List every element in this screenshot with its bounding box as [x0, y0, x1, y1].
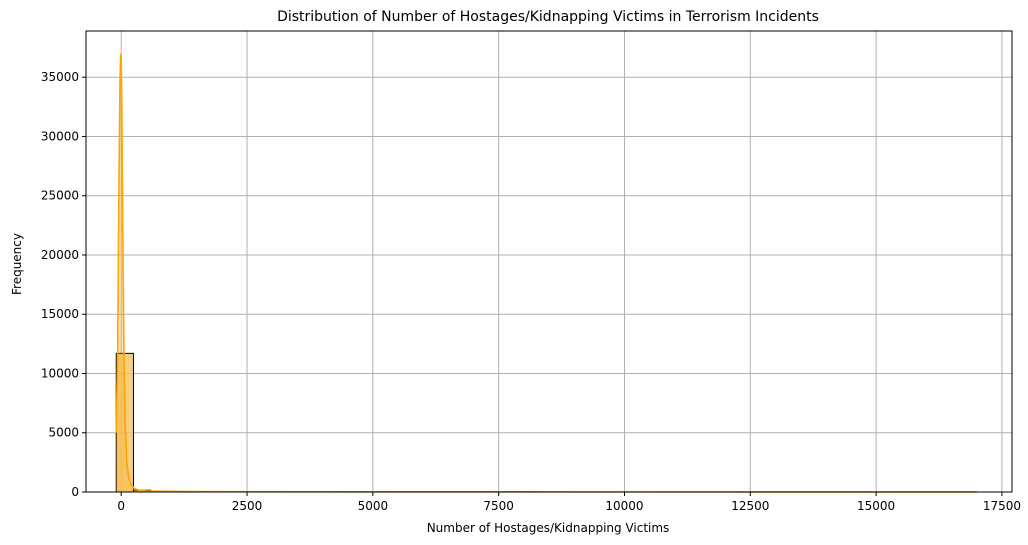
x-tick-label: 7500 — [483, 499, 514, 513]
y-axis-ticks: 0 5000 10000 15000 20000 25000 30000 35000 — [41, 70, 86, 499]
x-tick-label: 10000 — [605, 499, 643, 513]
x-tick-label: 15000 — [857, 499, 895, 513]
plot-frame — [85, 30, 1013, 493]
x-tick-label: 5000 — [358, 499, 389, 513]
x-tick-label: 12500 — [731, 499, 769, 513]
y-tick-label: 15000 — [41, 307, 79, 321]
grid-lines — [86, 31, 1012, 493]
x-tick-label: 2500 — [232, 499, 263, 513]
y-tick-label: 25000 — [41, 189, 79, 203]
y-tick-label: 0 — [71, 485, 79, 499]
x-axis-label: Number of Hostages/Kidnapping Victims — [427, 521, 670, 535]
plot-area: 0 2500 5000 7500 10000 12500 15000 17500 0 5000 1… — [41, 30, 1021, 513]
y-axis-label: Frequency — [10, 233, 24, 295]
x-tick-label: 0 — [117, 499, 125, 513]
y-tick-label: 35000 — [41, 70, 79, 84]
y-tick-label: 30000 — [41, 129, 79, 143]
y-tick-label: 5000 — [48, 426, 79, 440]
x-axis-ticks: 0 2500 5000 7500 10000 12500 15000 17500 — [117, 492, 1021, 513]
y-tick-label: 20000 — [41, 248, 79, 262]
x-tick-label: 17500 — [983, 499, 1021, 513]
chart-title: Distribution of Number of Hostages/Kidna… — [277, 9, 819, 25]
y-tick-label: 10000 — [41, 366, 79, 380]
